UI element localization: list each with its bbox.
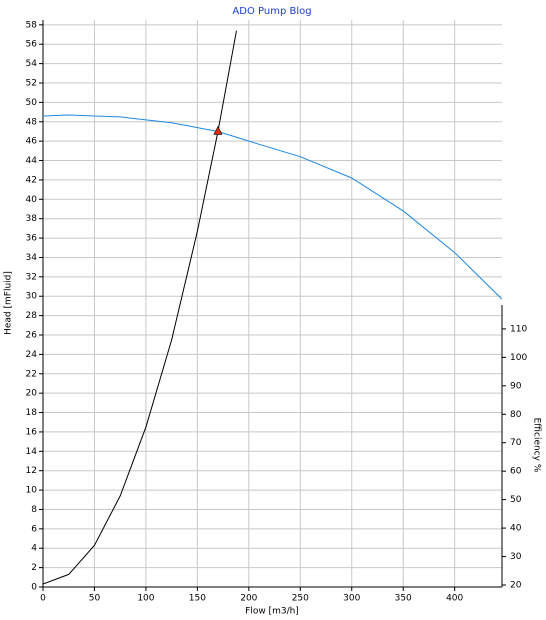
y-tick-label: 48 xyxy=(26,117,38,127)
y2-axis-label: Efficiency % xyxy=(532,418,542,473)
y-tick-label: 30 xyxy=(26,292,38,302)
y-tick-label: 16 xyxy=(26,427,38,437)
series-line xyxy=(43,114,502,300)
y2-tick-label: 100 xyxy=(510,353,527,363)
y-tick-label: 52 xyxy=(26,79,37,89)
x-axis-label: Flow [m3/h] xyxy=(245,607,299,617)
y-axis-label: Head [mFluid] xyxy=(4,271,14,335)
y-tick-label: 54 xyxy=(26,59,38,69)
y-tick-label: 28 xyxy=(26,311,38,321)
y2-tick-label: 90 xyxy=(510,381,522,391)
y-tick-label: 38 xyxy=(26,214,38,224)
y2-tick-label: 80 xyxy=(510,410,522,420)
y-tick-label: 6 xyxy=(31,524,37,534)
y-tick-label: 24 xyxy=(26,350,38,360)
x-tick-label: 400 xyxy=(446,594,463,604)
y-tick-label: 18 xyxy=(26,408,38,418)
y-tick-label: 14 xyxy=(26,447,38,457)
operating-point xyxy=(213,125,223,135)
y-tick-label: 46 xyxy=(26,137,38,147)
y2-tick-label: 60 xyxy=(510,467,522,477)
y-tick-label: 34 xyxy=(26,253,38,263)
y2-tick-label: 20 xyxy=(510,581,522,591)
y2-tick-label: 50 xyxy=(510,495,522,505)
y-tick-label: 2 xyxy=(31,563,37,573)
x-tick-label: 100 xyxy=(137,594,154,604)
x-tick-label: 300 xyxy=(343,594,360,604)
y-tick-label: 42 xyxy=(26,175,37,185)
x-tick-label: 250 xyxy=(292,594,309,604)
y-tick-label: 22 xyxy=(26,369,37,379)
y2-tick-label: 40 xyxy=(510,524,522,534)
y-tick-label: 58 xyxy=(26,20,38,30)
y2-tick-label: 70 xyxy=(510,438,522,448)
x-tick-label: 50 xyxy=(89,594,101,604)
y-tick-label: 36 xyxy=(26,234,38,244)
chart-title: ADO Pump Blog xyxy=(232,6,311,17)
y-tick-label: 20 xyxy=(26,389,38,399)
series-line xyxy=(43,30,237,585)
x-tick-label: 200 xyxy=(240,594,257,604)
y-tick-label: 10 xyxy=(26,486,38,496)
y-tick-label: 4 xyxy=(31,544,37,554)
y-tick-label: 50 xyxy=(26,98,38,108)
y-tick-label: 12 xyxy=(26,466,37,476)
x-tick-label: 150 xyxy=(189,594,206,604)
y-tick-label: 44 xyxy=(26,156,38,166)
y-tick-label: 40 xyxy=(26,195,38,205)
y-tick-label: 32 xyxy=(26,272,37,282)
y-tick-label: 56 xyxy=(26,40,38,50)
y2-tick-label: 30 xyxy=(510,552,522,562)
x-tick-label: 0 xyxy=(40,594,46,604)
y2-tick-label: 110 xyxy=(510,324,527,334)
y-tick-label: 26 xyxy=(26,331,38,341)
y-tick-label: 8 xyxy=(31,505,37,515)
y-tick-label: 0 xyxy=(31,583,37,593)
x-tick-label: 350 xyxy=(395,594,412,604)
